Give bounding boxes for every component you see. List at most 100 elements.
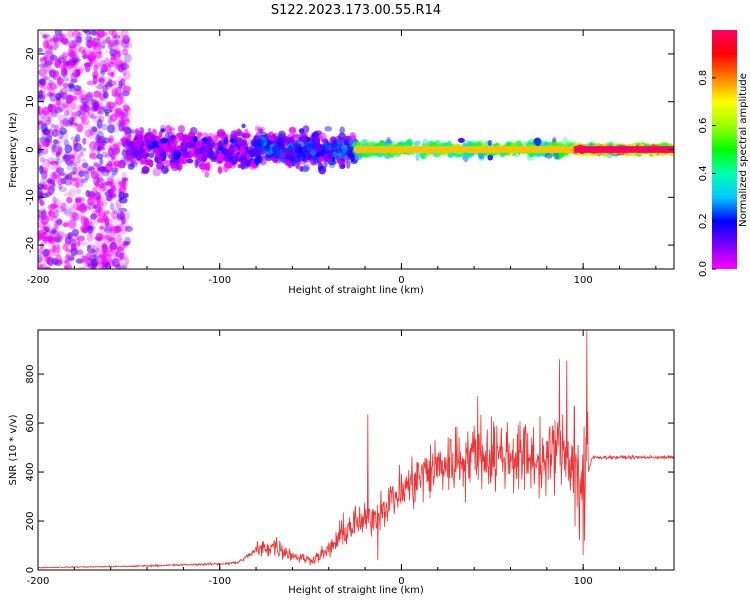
- spectrogram-cell: [97, 77, 102, 84]
- spectrogram-cell: [101, 254, 107, 264]
- spectrogram-cell: [43, 49, 50, 60]
- spectrogram-cell: [121, 48, 129, 56]
- spectrogram-cell: [112, 232, 120, 238]
- spectrogram-cell: [98, 83, 103, 91]
- spectrogram-cell: [104, 48, 109, 55]
- spectrogram-cell: [95, 199, 101, 207]
- spectrogram-cell: [239, 153, 247, 163]
- spectrogram-cell: [206, 138, 216, 149]
- spectrogram-cell: [167, 131, 175, 141]
- spectrogram-cell: [120, 264, 128, 269]
- spectrogram-cell: [73, 44, 82, 53]
- spectrogram-cell: [258, 128, 264, 134]
- spectrogram-cell: [89, 112, 95, 119]
- spectrogram-cell: [120, 62, 130, 71]
- spectrogram-cell: [39, 165, 44, 175]
- spectrogram-cell: [41, 141, 50, 148]
- spectrogram-cell: [70, 72, 78, 83]
- spectrogram-cell: [323, 149, 332, 154]
- spectrogram-cell: [45, 137, 50, 143]
- snr-y-tick-label: 800: [25, 365, 36, 384]
- spectrogram-cell: [153, 141, 161, 150]
- spectrogram-cell: [216, 130, 226, 137]
- spectrogram-y-tick-label: -20: [25, 237, 36, 253]
- spectrogram-cell: [114, 181, 124, 188]
- spectrogram-cell: [68, 83, 75, 93]
- spectrogram-cell: [96, 153, 103, 160]
- spectrogram-cell: [100, 252, 106, 261]
- spectrogram-cell: [245, 161, 251, 166]
- spectrogram-cell: [529, 152, 536, 157]
- spectrogram-cell: [76, 154, 81, 164]
- spectrogram-cell: [58, 172, 66, 177]
- spectrogram-cell: [242, 139, 248, 146]
- spectrogram-cell: [59, 119, 65, 129]
- spectrogram-cell: [67, 48, 75, 58]
- spectrogram-cell: [140, 147, 146, 154]
- spectrogram-cell: [123, 38, 130, 43]
- spectrogram-cell: [103, 91, 109, 99]
- spectrogram-cell: [63, 139, 70, 147]
- spectrogram-cell: [53, 201, 59, 209]
- spectrogram-cell: [61, 38, 67, 46]
- spectrogram-cell: [303, 138, 310, 146]
- spectrogram-cell: [117, 237, 123, 245]
- spectrogram-cell: [62, 67, 68, 75]
- spectrogram-cell: [76, 240, 81, 247]
- spectrogram-cell: [55, 254, 62, 265]
- spectrogram-cell: [104, 57, 110, 65]
- spectrogram-cell: [93, 204, 98, 210]
- spectrogram-cell: [114, 166, 119, 171]
- spectrogram-cell: [298, 128, 305, 134]
- spectrogram-cell: [50, 229, 60, 236]
- spectrogram-cell: [90, 40, 98, 49]
- spectrogram-cell: [122, 35, 131, 44]
- spectrogram-cell: [107, 237, 116, 242]
- spectrogram-cell: [70, 102, 77, 111]
- spectrogram-cell: [151, 140, 159, 149]
- spectrogram-cell: [69, 171, 76, 176]
- spectrogram-cell: [45, 141, 50, 148]
- spectrogram-cell: [55, 243, 61, 254]
- spectrogram-cell: [195, 141, 204, 149]
- spectrogram-cell: [298, 151, 307, 162]
- spectrogram-cell: [300, 165, 310, 173]
- spectrogram-cell: [70, 50, 78, 59]
- spectrogram-cell: [101, 264, 108, 269]
- spectrogram-cell: [79, 106, 87, 116]
- spectrogram-cell: [121, 216, 126, 225]
- spectrogram-cell: [97, 48, 102, 55]
- spectrogram-cell: [271, 147, 280, 155]
- snr-x-tick-label: 100: [574, 576, 593, 587]
- spectrogram-cell: [68, 153, 76, 164]
- spectrogram-cell: [50, 182, 56, 187]
- spectrogram-cell: [111, 108, 117, 115]
- spectrogram-cell: [106, 246, 113, 253]
- spectrogram-cell: [255, 154, 264, 164]
- spectrogram-cell: [317, 162, 324, 172]
- spectrogram-cell: [130, 156, 136, 166]
- spectrogram-cell: [80, 216, 88, 226]
- spectrogram-cell: [263, 138, 268, 143]
- spectrogram-cell: [95, 84, 104, 90]
- spectrogram-cell: [58, 33, 64, 43]
- spectrogram-cell: [44, 50, 54, 61]
- spectrogram-cell: [108, 102, 117, 113]
- colorbar-tick-label: 0.2: [698, 213, 709, 229]
- spectrogram-cell: [327, 151, 334, 160]
- spectrogram-cell: [97, 216, 105, 223]
- spectrogram-cell: [49, 83, 59, 90]
- spectrogram-cell: [177, 163, 182, 172]
- spectrogram-cell: [172, 150, 182, 160]
- spectrogram-cell: [121, 177, 129, 182]
- spectrogram-cell: [97, 146, 106, 151]
- spectrogram-cell: [97, 166, 106, 172]
- spectrogram-cell: [102, 137, 111, 144]
- spectrogram-cell: [95, 51, 103, 59]
- spectrogram-cell: [113, 245, 119, 255]
- spectrogram-cell: [55, 92, 62, 101]
- spectrogram-cell: [62, 117, 70, 128]
- spectrogram-cell: [339, 126, 346, 134]
- spectrogram-cell: [241, 123, 246, 129]
- spectrogram-cell: [55, 163, 61, 173]
